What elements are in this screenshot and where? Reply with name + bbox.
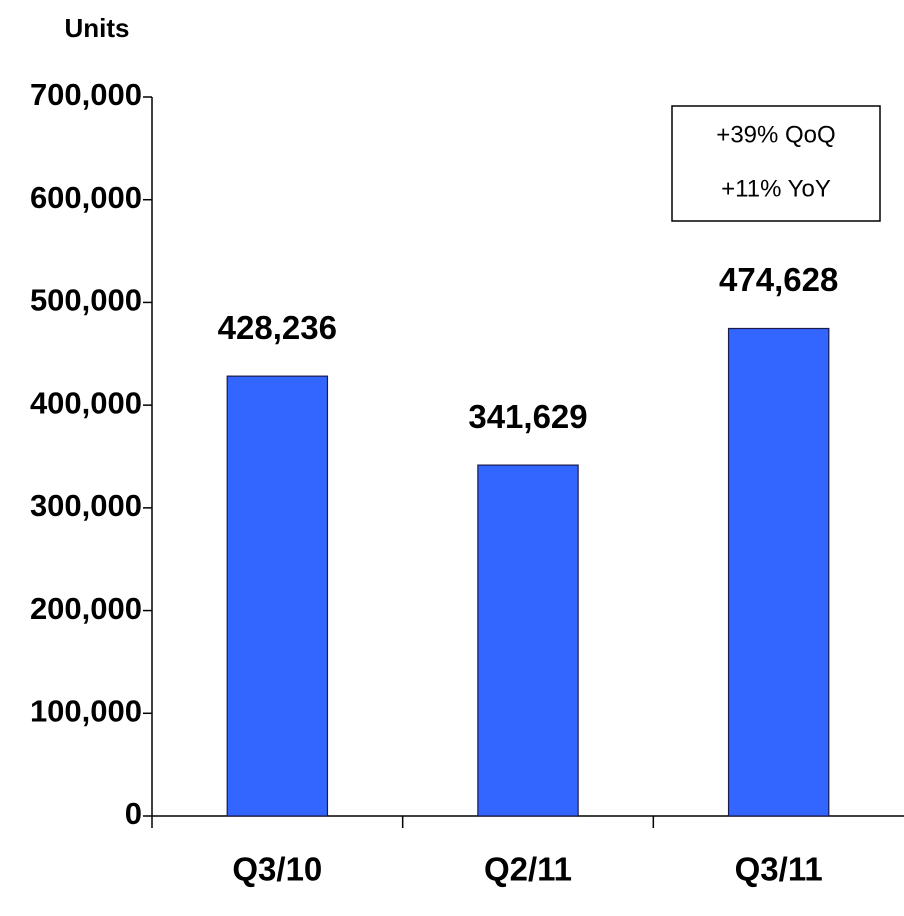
y-tick-label: 0 [125, 796, 142, 831]
y-tick-label: 400,000 [30, 385, 142, 420]
y-tick-label: 100,000 [30, 693, 142, 728]
annotation: +39% QoQ [716, 121, 835, 148]
y-tick-label: 200,000 [30, 591, 142, 626]
data-label: 341,629 [468, 398, 587, 435]
bar [727, 327, 830, 817]
x-tick-label: Q2/11 [484, 851, 572, 888]
y-tick-label: 300,000 [30, 488, 142, 523]
data-label: 428,236 [218, 309, 337, 346]
annotation: +11% YoY [721, 175, 831, 202]
y-tick-label: 500,000 [30, 283, 142, 318]
x-tick-label: Q3/11 [735, 851, 823, 888]
chart-title: Units [65, 13, 130, 43]
bar [477, 464, 579, 817]
y-tick-label: 600,000 [30, 180, 142, 215]
annotation-box [671, 105, 881, 222]
data-label: 474,628 [719, 261, 838, 298]
x-tick-label: Q3/10 [232, 851, 322, 888]
y-tick-label: 700,000 [30, 77, 142, 112]
bar [226, 375, 329, 817]
